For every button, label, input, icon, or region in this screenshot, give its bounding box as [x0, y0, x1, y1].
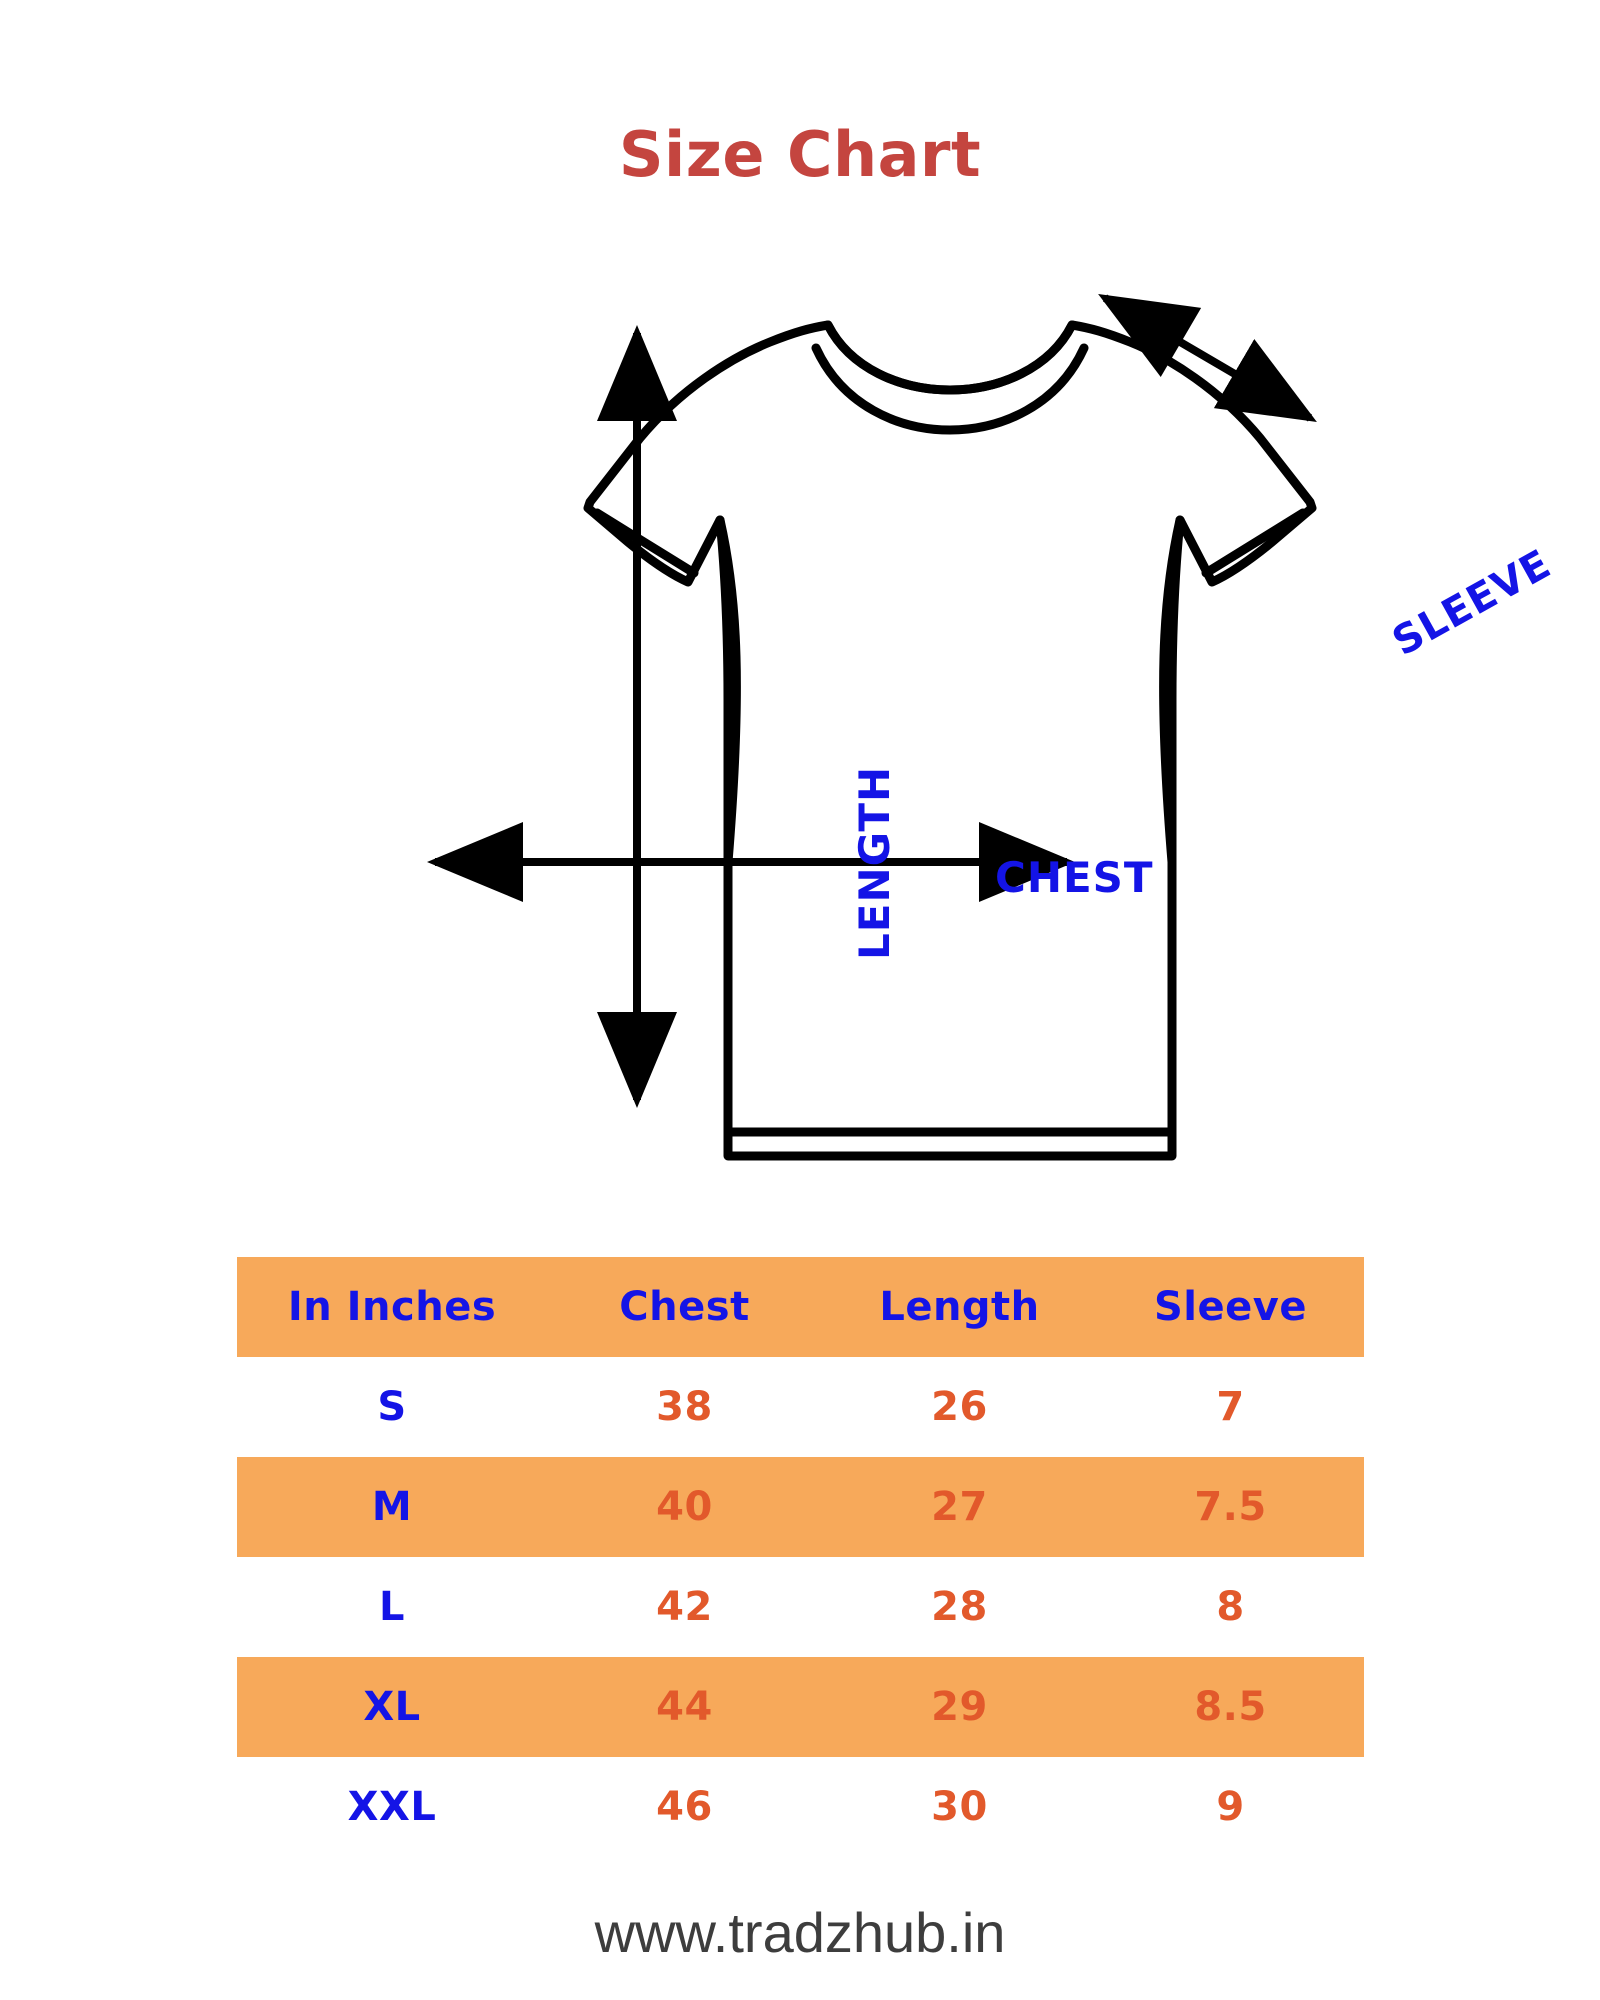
row-chest-value: 42 — [656, 1584, 713, 1630]
table-row: S 38 26 7 — [237, 1357, 1364, 1457]
table-header-row: In Inches Chest Length Sleeve — [237, 1257, 1364, 1357]
row-chest-value: 38 — [656, 1384, 713, 1430]
table-row: L 42 28 8 — [237, 1557, 1364, 1657]
row-sleeve-value: 9 — [1216, 1784, 1245, 1830]
row-size-label: XL — [363, 1684, 421, 1730]
row-size-label: M — [371, 1484, 413, 1530]
row-sleeve-value: 8.5 — [1194, 1684, 1267, 1730]
tshirt-diagram: CHEST LENGTH SLEEVE — [250, 270, 1559, 1200]
row-size-label: S — [377, 1384, 407, 1430]
page-title: Size Chart — [618, 118, 982, 191]
row-length-value: 28 — [931, 1584, 988, 1630]
row-length-value: 29 — [931, 1684, 988, 1730]
row-sleeve-value: 8 — [1216, 1584, 1245, 1630]
column-header-sleeve: Sleeve — [1154, 1284, 1307, 1330]
website-footer: www.tradzhub.in — [594, 1901, 1006, 1964]
column-header-length: Length — [879, 1284, 1040, 1330]
table-row: M 40 27 7.5 — [237, 1457, 1364, 1557]
column-header-in-inches: In Inches — [287, 1284, 497, 1330]
sleeve-arrow — [1098, 293, 1317, 423]
size-table: In Inches Chest Length Sleeve S 38 26 7 … — [237, 1257, 1364, 1857]
row-chest-value: 46 — [656, 1784, 713, 1830]
table-row: XXL 46 30 9 — [237, 1757, 1364, 1857]
row-chest-value: 44 — [656, 1684, 713, 1730]
row-size-label: L — [379, 1584, 405, 1630]
sleeve-measure-label: SLEEVE — [1385, 541, 1559, 666]
row-length-value: 27 — [931, 1484, 988, 1530]
column-header-chest: Chest — [619, 1284, 750, 1330]
row-length-value: 26 — [931, 1384, 988, 1430]
chest-measure-label: CHEST — [995, 853, 1154, 902]
size-table-header: In Inches Chest Length Sleeve — [237, 1257, 1364, 1357]
length-measure-label: LENGTH — [850, 765, 899, 960]
row-size-label: XXL — [347, 1784, 437, 1830]
tshirt-body-path — [583, 320, 1317, 1161]
tshirt-outline-svg — [427, 293, 1317, 1161]
row-chest-value: 40 — [656, 1484, 713, 1530]
row-sleeve-value: 7 — [1216, 1384, 1245, 1430]
row-length-value: 30 — [931, 1784, 988, 1830]
size-table-body: S 38 26 7 M 40 27 7.5 L 42 28 8 XL 44 29 — [237, 1357, 1364, 1857]
table-row: XL 44 29 8.5 — [237, 1657, 1364, 1757]
row-sleeve-value: 7.5 — [1194, 1484, 1267, 1530]
